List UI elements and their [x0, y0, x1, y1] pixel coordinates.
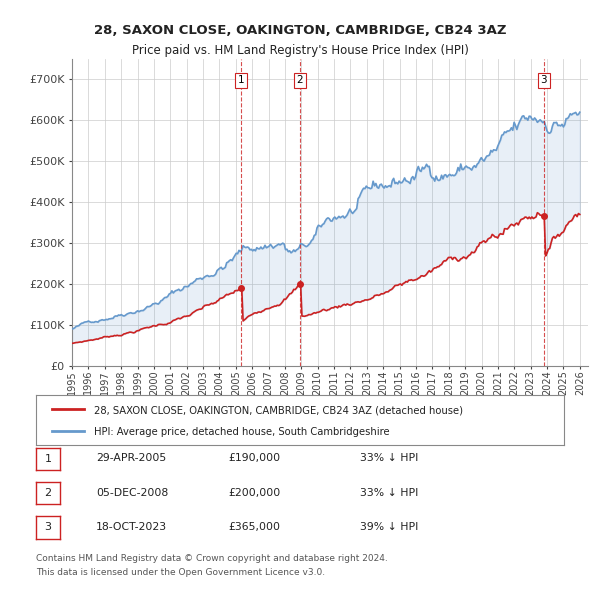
Text: 39% ↓ HPI: 39% ↓ HPI — [360, 522, 418, 532]
Text: 28, SAXON CLOSE, OAKINGTON, CAMBRIDGE, CB24 3AZ (detached house): 28, SAXON CLOSE, OAKINGTON, CAMBRIDGE, C… — [94, 405, 463, 415]
Text: 3: 3 — [540, 76, 547, 86]
Text: Contains HM Land Registry data © Crown copyright and database right 2024.: Contains HM Land Registry data © Crown c… — [36, 555, 388, 563]
Text: 28, SAXON CLOSE, OAKINGTON, CAMBRIDGE, CB24 3AZ: 28, SAXON CLOSE, OAKINGTON, CAMBRIDGE, C… — [94, 24, 506, 37]
Text: 18-OCT-2023: 18-OCT-2023 — [96, 522, 167, 532]
Text: HPI: Average price, detached house, South Cambridgeshire: HPI: Average price, detached house, Sout… — [94, 427, 390, 437]
Text: £190,000: £190,000 — [228, 454, 280, 463]
Text: 2: 2 — [44, 489, 52, 498]
Text: This data is licensed under the Open Government Licence v3.0.: This data is licensed under the Open Gov… — [36, 568, 325, 577]
Text: 2: 2 — [297, 76, 304, 86]
Text: 33% ↓ HPI: 33% ↓ HPI — [360, 488, 418, 497]
Text: 1: 1 — [238, 76, 245, 86]
Text: 05-DEC-2008: 05-DEC-2008 — [96, 488, 168, 497]
Text: 3: 3 — [44, 523, 52, 532]
Text: Price paid vs. HM Land Registry's House Price Index (HPI): Price paid vs. HM Land Registry's House … — [131, 44, 469, 57]
Text: 1: 1 — [44, 454, 52, 464]
Text: £200,000: £200,000 — [228, 488, 280, 497]
Text: 29-APR-2005: 29-APR-2005 — [96, 454, 166, 463]
Text: 33% ↓ HPI: 33% ↓ HPI — [360, 454, 418, 463]
Text: £365,000: £365,000 — [228, 522, 280, 532]
